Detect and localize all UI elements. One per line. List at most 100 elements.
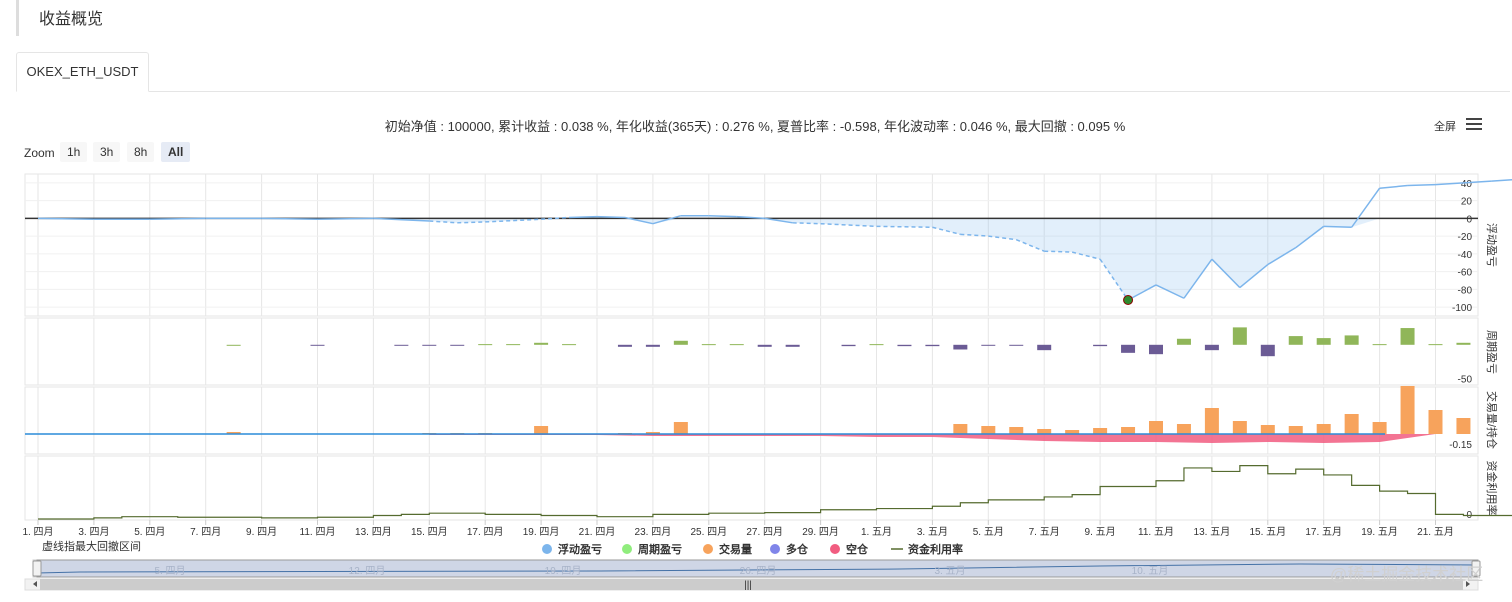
- volume-bar: [534, 426, 549, 434]
- float-pnl-line: [429, 220, 458, 224]
- legend-symbol: [542, 544, 552, 554]
- float-pnl-line: [37, 217, 94, 221]
- float-pnl-line: [792, 222, 821, 225]
- legend-item: 浮动盈亏: [558, 542, 602, 556]
- period-pnl-bar: [1316, 338, 1331, 345]
- tab-okex-eth-usdt[interactable]: OKEX_ETH_USDT: [16, 52, 149, 92]
- x-tick-label: 3. 四月: [78, 526, 109, 538]
- period-pnl-bar: [506, 344, 521, 346]
- y-tick-label: -0.15: [1449, 440, 1472, 451]
- period-pnl-bar: [701, 344, 716, 346]
- legend-item: 多仓: [786, 542, 809, 556]
- period-pnl-bar: [422, 344, 437, 346]
- navigator-handle-right: [1471, 560, 1481, 577]
- panel-frame: [24, 386, 1479, 455]
- legend-symbol: [622, 544, 632, 554]
- period-pnl-bar: [981, 344, 996, 346]
- float-pnl-line: [596, 215, 625, 219]
- float-pnl-line: [569, 215, 598, 219]
- x-tick-label: 9. 五月: [1085, 526, 1116, 538]
- period-pnl-bar: [729, 344, 744, 346]
- x-tick-label: 9. 四月: [246, 526, 277, 538]
- volume-bar: [1009, 427, 1024, 434]
- volume-bar: [1093, 428, 1108, 434]
- volume-bar: [1456, 418, 1471, 434]
- y-tick-label: 20: [1461, 197, 1473, 208]
- zoom-8h-button[interactable]: 8h: [127, 142, 155, 162]
- float-pnl-line: [1435, 182, 1464, 186]
- zoom-label: Zoom: [24, 146, 55, 160]
- period-pnl-bar: [1121, 344, 1136, 353]
- period-pnl-bar: [1372, 344, 1387, 346]
- x-tick-label: 5. 四月: [134, 526, 165, 538]
- float-pnl-line: [317, 217, 374, 221]
- x-tick-label: 19. 五月: [1361, 526, 1398, 538]
- float-pnl-line: [1351, 187, 1381, 228]
- float-pnl-line: [149, 217, 206, 221]
- volume-bar: [1344, 414, 1359, 434]
- volume-bar: [981, 426, 996, 434]
- drawdown-note: 虚线指最大回撤区间: [42, 539, 141, 553]
- period-pnl-bar: [673, 340, 688, 345]
- panel-frame: [24, 173, 1479, 317]
- y-tick-label: -100: [1452, 303, 1472, 314]
- panel-y-label: 交易量/持仓: [1485, 391, 1499, 449]
- panel-frame: [24, 455, 1479, 521]
- short-position-area: [429, 434, 1436, 443]
- x-tick-label: 1. 四月: [22, 526, 53, 538]
- tab-bar: OKEX_ETH_USDT: [16, 52, 1510, 92]
- navigator-tick-label: 12. 四月: [349, 565, 386, 577]
- float-pnl-line: [485, 218, 542, 223]
- summary-stats: 初始净值 : 100000, 累计收益 : 0.038 %, 年化收益(365天…: [384, 119, 1126, 134]
- period-pnl-bar: [1037, 344, 1052, 351]
- volume-bar: [1400, 386, 1415, 434]
- period-pnl-bar: [897, 344, 912, 347]
- period-pnl-bar: [1344, 335, 1359, 345]
- period-pnl-bar: [1400, 328, 1415, 345]
- hamburger-menu-icon[interactable]: [1466, 118, 1482, 132]
- y-tick-label: -20: [1458, 232, 1473, 243]
- period-pnl-bar: [450, 344, 465, 346]
- float-pnl-line: [624, 216, 654, 225]
- navigator-tick-label: 26. 四月: [740, 565, 777, 577]
- x-tick-label: 25. 四月: [690, 526, 727, 538]
- y-tick-label: 40: [1461, 179, 1473, 190]
- zoom-1h-button[interactable]: 1h: [60, 142, 88, 162]
- float-pnl-line: [1211, 258, 1241, 289]
- watermark: @稀土掘金技术社区: [1330, 565, 1483, 584]
- float-pnl-line: [1015, 238, 1045, 252]
- volume-bar: [1121, 427, 1136, 434]
- volume-bar: [1428, 410, 1443, 434]
- legend-item: 周期盈亏: [638, 542, 682, 556]
- float-pnl-line: [652, 214, 682, 225]
- panel-frame: [24, 317, 1479, 386]
- period-pnl-bar: [1176, 338, 1191, 345]
- volume-bar: [645, 432, 660, 434]
- y-tick-label: -50: [1458, 374, 1473, 385]
- drawdown-min-point: [1123, 295, 1134, 306]
- zoom-all-button[interactable]: All: [161, 142, 191, 162]
- float-pnl-line: [1155, 284, 1185, 299]
- volume-bar: [1037, 429, 1052, 434]
- period-pnl-bar: [869, 344, 884, 346]
- zoom-3h-button[interactable]: 3h: [93, 142, 121, 162]
- x-tick-label: 1. 五月: [861, 526, 892, 538]
- volume-bar: [1204, 408, 1219, 434]
- x-tick-label: 3. 五月: [917, 526, 948, 538]
- legend-item: 资金利用率: [908, 542, 963, 556]
- navigator-tick-label: 19. 四月: [545, 565, 582, 577]
- x-tick-label: 15. 四月: [411, 526, 448, 538]
- fullscreen-button[interactable]: 全屏: [1434, 121, 1456, 133]
- float-pnl-line: [708, 214, 737, 218]
- float-pnl-line: [764, 217, 793, 224]
- period-pnl-bar: [310, 344, 325, 346]
- period-pnl-bar: [1204, 344, 1219, 351]
- period-pnl-bar: [785, 344, 800, 347]
- x-tick-label: 21. 五月: [1417, 526, 1454, 538]
- float-pnl-line: [457, 221, 486, 224]
- period-pnl-bar: [617, 344, 632, 347]
- float-pnl-line: [1407, 183, 1436, 187]
- navigator-series: [36, 563, 1479, 574]
- navigator-tick-label: 5. 四月: [154, 565, 185, 577]
